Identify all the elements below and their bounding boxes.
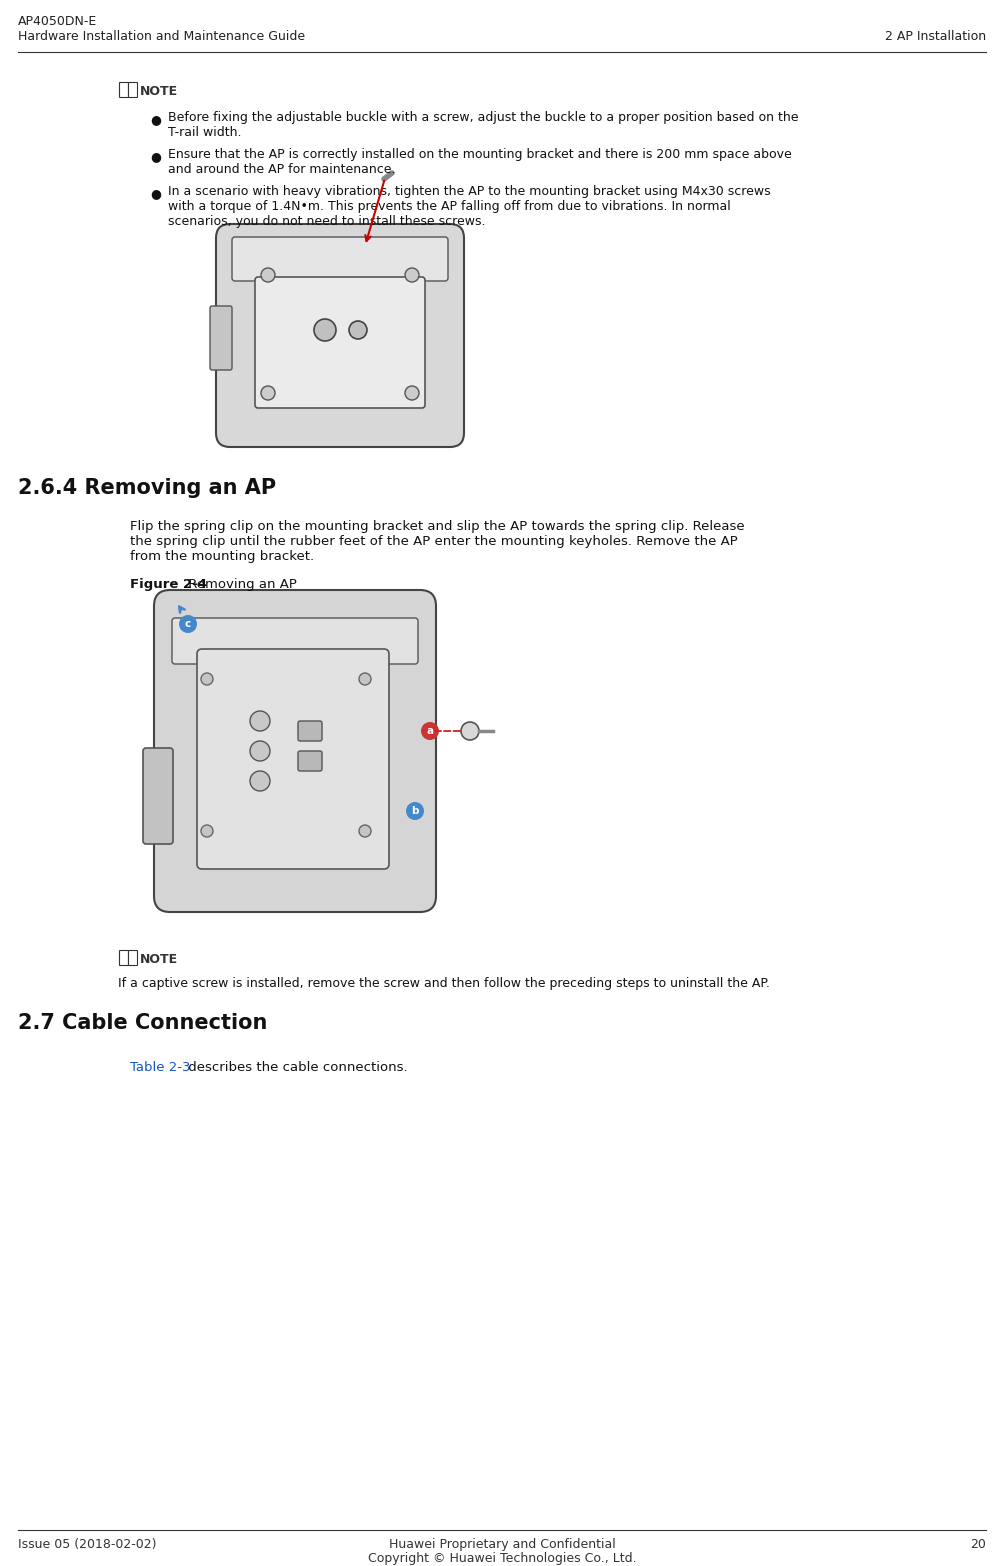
Text: a: a — [426, 727, 433, 736]
FancyBboxPatch shape — [210, 305, 232, 370]
FancyBboxPatch shape — [142, 749, 173, 844]
Text: describes the cable connections.: describes the cable connections. — [184, 1062, 407, 1074]
FancyBboxPatch shape — [128, 83, 137, 97]
Circle shape — [359, 825, 371, 836]
Text: ●: ● — [149, 150, 160, 163]
Text: Ensure that the AP is correctly installed on the mounting bracket and there is 2: Ensure that the AP is correctly installe… — [168, 149, 791, 161]
Text: Issue 05 (2018-02-02): Issue 05 (2018-02-02) — [18, 1538, 156, 1550]
Text: Removing an AP: Removing an AP — [184, 578, 297, 590]
FancyBboxPatch shape — [153, 590, 435, 911]
Circle shape — [460, 722, 478, 741]
Circle shape — [404, 268, 418, 282]
Text: from the mounting bracket.: from the mounting bracket. — [129, 550, 314, 564]
FancyBboxPatch shape — [128, 951, 137, 966]
Text: If a captive screw is installed, remove the screw and then follow the preceding : If a captive screw is installed, remove … — [118, 977, 769, 990]
Text: and around the AP for maintenance.: and around the AP for maintenance. — [168, 163, 395, 175]
Text: In a scenario with heavy vibrations, tighten the AP to the mounting bracket usin: In a scenario with heavy vibrations, tig… — [168, 185, 770, 197]
FancyBboxPatch shape — [255, 277, 424, 409]
Text: ●: ● — [149, 113, 160, 125]
FancyBboxPatch shape — [172, 619, 417, 664]
Text: ●: ● — [149, 186, 160, 200]
Text: scenarios, you do not need to install these screws.: scenarios, you do not need to install th… — [168, 215, 485, 229]
Circle shape — [201, 825, 213, 836]
FancyBboxPatch shape — [197, 648, 388, 869]
Circle shape — [359, 673, 371, 684]
Text: Hardware Installation and Maintenance Guide: Hardware Installation and Maintenance Gu… — [18, 30, 305, 42]
Circle shape — [405, 802, 423, 821]
Text: Before fixing the adjustable buckle with a screw, adjust the buckle to a proper : Before fixing the adjustable buckle with… — [168, 111, 797, 124]
FancyBboxPatch shape — [232, 236, 447, 280]
Circle shape — [349, 321, 367, 338]
Text: Copyright © Huawei Technologies Co., Ltd.: Copyright © Huawei Technologies Co., Ltd… — [367, 1552, 636, 1564]
Text: 2.7 Cable Connection: 2.7 Cable Connection — [18, 1013, 267, 1034]
Text: T-rail width.: T-rail width. — [168, 125, 242, 139]
Text: Figure 2-4: Figure 2-4 — [129, 578, 207, 590]
Circle shape — [404, 385, 418, 399]
Text: NOTE: NOTE — [139, 85, 178, 99]
FancyBboxPatch shape — [298, 720, 322, 741]
Text: 2.6.4 Removing an AP: 2.6.4 Removing an AP — [18, 478, 276, 498]
Circle shape — [250, 711, 270, 731]
Text: AP4050DN-E: AP4050DN-E — [18, 16, 97, 28]
FancyBboxPatch shape — [298, 752, 322, 770]
FancyBboxPatch shape — [119, 951, 128, 966]
Circle shape — [314, 319, 336, 341]
Text: Huawei Proprietary and Confidential: Huawei Proprietary and Confidential — [388, 1538, 615, 1550]
FancyBboxPatch shape — [119, 83, 128, 97]
Text: Flip the spring clip on the mounting bracket and slip the AP towards the spring : Flip the spring clip on the mounting bra… — [129, 520, 744, 532]
Text: the spring clip until the rubber feet of the AP enter the mounting keyholes. Rem: the spring clip until the rubber feet of… — [129, 536, 737, 548]
Circle shape — [420, 722, 438, 741]
Circle shape — [250, 741, 270, 761]
Text: c: c — [185, 619, 191, 630]
Text: 20: 20 — [969, 1538, 985, 1550]
Text: NOTE: NOTE — [139, 954, 178, 966]
Circle shape — [261, 268, 275, 282]
Text: Table 2-3: Table 2-3 — [129, 1062, 191, 1074]
FancyBboxPatch shape — [216, 224, 463, 446]
Circle shape — [250, 770, 270, 791]
Text: with a torque of 1.4N•m. This prevents the AP falling off from due to vibrations: with a torque of 1.4N•m. This prevents t… — [168, 200, 730, 213]
Circle shape — [261, 385, 275, 399]
Text: 2 AP Installation: 2 AP Installation — [884, 30, 985, 42]
Text: b: b — [411, 806, 418, 816]
Circle shape — [201, 673, 213, 684]
Circle shape — [179, 615, 197, 633]
